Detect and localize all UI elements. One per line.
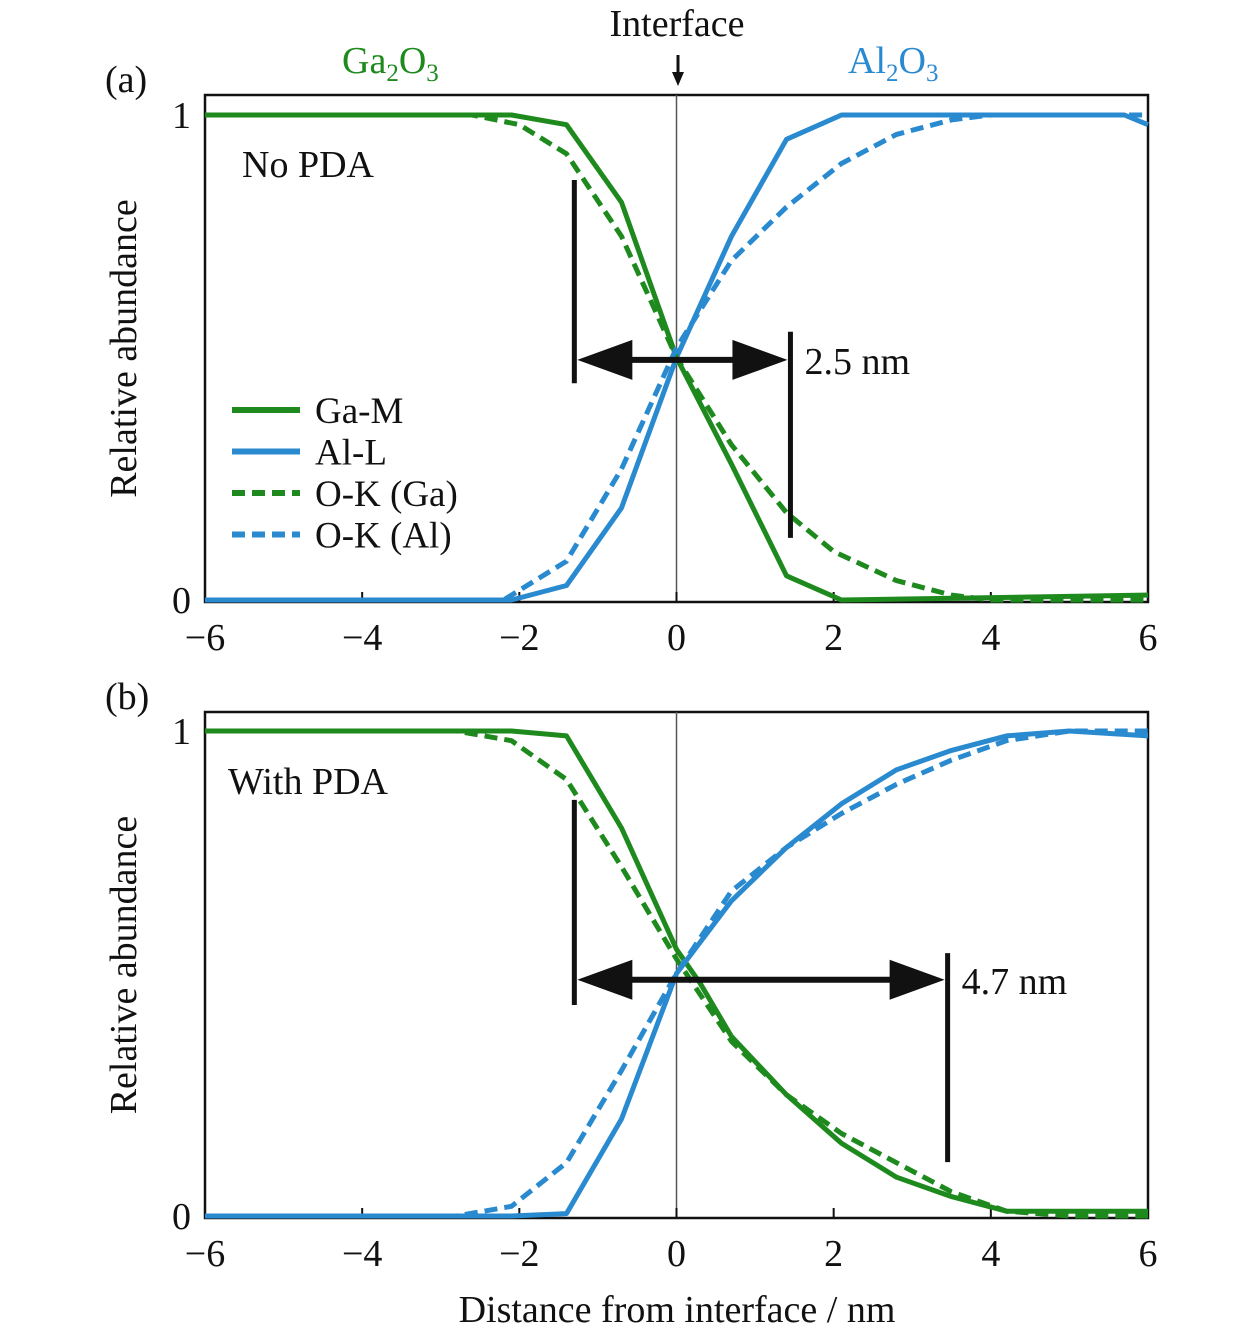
legend: Ga-MAl-LO-K (Ga)O-K (Al)	[232, 391, 458, 557]
x-tick-label: 4	[981, 617, 1000, 659]
al2o3-sub2: 3	[926, 60, 939, 87]
x-tick-label: 2	[824, 1233, 843, 1275]
x-axis-label: Distance from interface / nm	[459, 1289, 896, 1331]
series-line-o-k-ga	[205, 112, 1148, 603]
width-label: 4.7 nm	[962, 961, 1068, 1003]
y-tick-label: 1	[172, 711, 191, 753]
x-tick-label: 0	[667, 1233, 686, 1275]
x-tick-label: 0	[667, 617, 686, 659]
arrow-right-icon	[732, 339, 788, 380]
ga2o3-sub1: 2	[386, 60, 399, 87]
legend-label: Al-L	[315, 433, 387, 474]
panel-condition-label: No PDA	[242, 144, 375, 186]
y-tick-label: 0	[172, 1196, 191, 1238]
x-tick-label: −6	[185, 617, 225, 659]
interface-width-annotation: 4.7 nm	[571, 799, 1068, 1163]
ga2o3-label: Ga2O3	[342, 40, 439, 87]
al2o3-sub1: 2	[886, 60, 899, 87]
series-line-o-k-ga	[205, 728, 1148, 1219]
panel-condition-label: With PDA	[228, 761, 389, 803]
series-line-o-k-al	[205, 728, 1148, 1219]
x-tick-label: 6	[1139, 617, 1158, 659]
ga2o3-base: Ga	[342, 40, 386, 82]
ga2o3-sub2: 3	[426, 60, 439, 87]
y-axis-label: Relative abundance	[103, 199, 145, 498]
ga2o3-mid: O	[399, 40, 426, 82]
legend-label: O-K (Al)	[315, 516, 452, 557]
panel-label: (b)	[105, 676, 149, 718]
x-tick-label: −4	[342, 617, 382, 659]
interface-width-annotation: 2.5 nm	[571, 179, 910, 538]
x-tick-label: −2	[499, 617, 539, 659]
x-tick-label: 6	[1139, 1233, 1158, 1275]
al2o3-mid: O	[899, 40, 926, 82]
panel-b: −6 −4 −2 0 2 4 6 0 1 Relative abundance (b) With PD…	[103, 676, 1158, 1275]
y-tick-label: 1	[172, 95, 191, 137]
y-axis-label: Relative abundance	[103, 816, 145, 1115]
series-line-al-l	[205, 112, 1149, 603]
arrow-left-icon	[577, 339, 633, 380]
legend-label: Ga-M	[315, 391, 403, 432]
interface-arrow-icon	[672, 55, 684, 86]
x-tick-label: −4	[342, 1233, 382, 1275]
al2o3-base: Al	[848, 40, 886, 82]
arrow-left-icon	[577, 959, 633, 1000]
panel-label: (a)	[105, 59, 147, 101]
interface-label: Interface	[610, 3, 745, 45]
panel-a: −6 −4 −2 0 2 4 6 0 1 Relative abundance (a) No PDA 2…	[103, 59, 1158, 659]
x-tick-label: −2	[499, 1233, 539, 1275]
series-line-o-k-al	[205, 112, 1148, 603]
y-tick-label: 0	[172, 580, 191, 622]
x-tick-label: 4	[981, 1233, 1000, 1275]
arrow-right-icon	[889, 959, 945, 1000]
al2o3-label: Al2O3	[848, 40, 938, 87]
width-label: 2.5 nm	[804, 341, 910, 383]
legend-label: O-K (Ga)	[315, 474, 458, 515]
x-tick-label: 2	[824, 617, 843, 659]
x-tick-label: −6	[185, 1233, 225, 1275]
